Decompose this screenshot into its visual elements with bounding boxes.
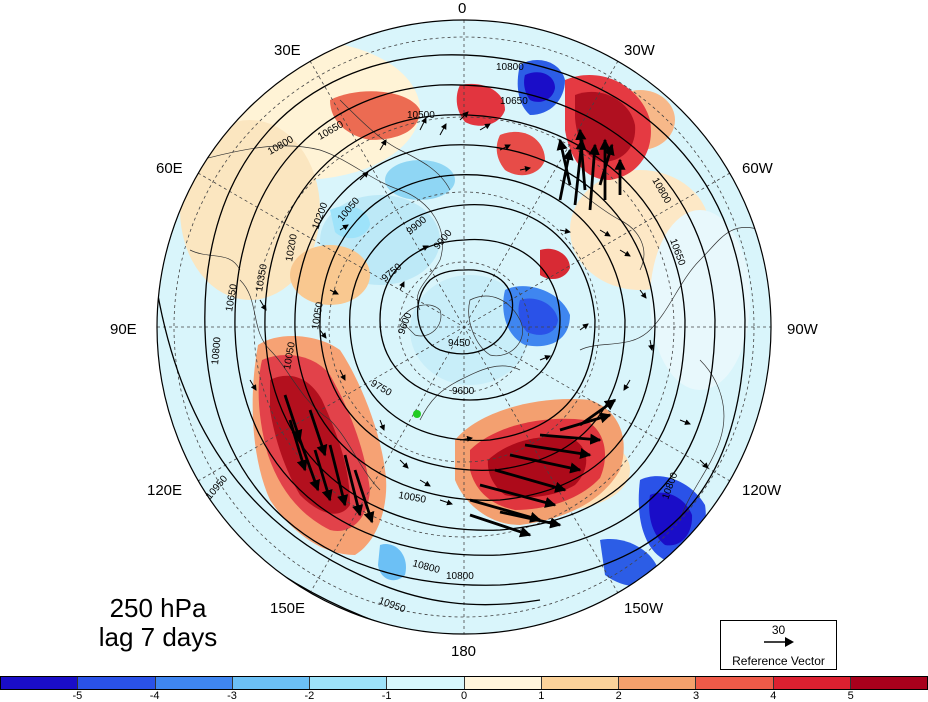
lon-label-180: 180 bbox=[451, 643, 477, 660]
colorbar-swatch bbox=[232, 677, 310, 689]
contour-label: 10650 bbox=[500, 96, 528, 107]
colorbar-tick-label: 1 bbox=[538, 690, 545, 702]
plot-title: 250 hPa lag 7 days bbox=[78, 594, 238, 652]
title-level: 250 hPa bbox=[109, 593, 207, 623]
contour-label: 10800 bbox=[496, 62, 524, 73]
colorbar bbox=[0, 676, 928, 690]
contour-label: 9450 bbox=[448, 338, 471, 349]
map-disk bbox=[157, 20, 771, 634]
colorbar-swatch bbox=[387, 677, 465, 689]
colorbar-tick-label: -3 bbox=[227, 690, 237, 702]
lon-label-90e: 90E bbox=[110, 321, 137, 338]
reference-vector-value: 30 bbox=[771, 623, 786, 637]
colorbar-swatch bbox=[773, 677, 851, 689]
reference-arrow-icon bbox=[764, 637, 794, 647]
reference-vector-label: Reference Vector bbox=[732, 654, 825, 668]
contour-label: 10200 bbox=[284, 233, 300, 263]
colorbar-tick-label: 4 bbox=[770, 690, 777, 702]
colorbar-tick-label: 2 bbox=[615, 690, 622, 702]
lon-label-120e: 120E bbox=[147, 482, 183, 499]
lon-label-150w: 150W bbox=[624, 600, 664, 617]
reference-vector-box: 30 Reference Vector bbox=[720, 620, 837, 670]
contour-label: 10650 bbox=[224, 283, 240, 313]
graticule bbox=[157, 20, 771, 634]
colorbar-tick-label: -5 bbox=[72, 690, 83, 702]
title-lag: lag 7 days bbox=[98, 622, 218, 652]
lon-label-120w: 120W bbox=[742, 482, 782, 499]
flux-vectors bbox=[249, 111, 709, 538]
colorbar-labels: -5 -4 -3 -2 -1 0 1 2 3 4 5 bbox=[0, 690, 928, 702]
lon-label-30w: 30W bbox=[624, 42, 655, 59]
colorbar-tick-label: -1 bbox=[381, 690, 392, 702]
contour-label: 10050 bbox=[282, 341, 298, 371]
colorbar-swatch bbox=[619, 677, 697, 689]
colorbar-swatch bbox=[541, 677, 619, 689]
colorbar-swatch bbox=[696, 677, 774, 689]
colorbar-swatch bbox=[464, 677, 542, 689]
lon-label-60w: 60W bbox=[742, 160, 773, 177]
lon-label-60e: 60E bbox=[156, 160, 183, 177]
colorbar-swatch bbox=[78, 677, 156, 689]
contour-label: 10500 bbox=[407, 110, 435, 121]
colorbar-swatch bbox=[310, 677, 388, 689]
colorbar-tick-label: -2 bbox=[304, 690, 315, 702]
lon-label-30e: 30E bbox=[274, 42, 301, 59]
colorbar-tick-label: 5 bbox=[847, 690, 854, 702]
colorbar-swatch bbox=[850, 677, 927, 689]
contour-label: 10050 bbox=[397, 490, 427, 506]
location-marker bbox=[413, 410, 421, 418]
map-border bbox=[156, 19, 772, 635]
contour-label: 9600 bbox=[452, 386, 475, 397]
contour-label: 10800 bbox=[210, 336, 223, 365]
colorbar-swatch bbox=[155, 677, 233, 689]
lon-label-150e: 150E bbox=[270, 600, 306, 617]
contour-label: 10050 bbox=[310, 301, 326, 331]
colorbar-tick-label: -4 bbox=[149, 690, 160, 702]
contour-label: 10350 bbox=[254, 263, 270, 293]
colorbar-swatch bbox=[1, 677, 79, 689]
lon-label-90w: 90W bbox=[787, 321, 818, 338]
colorbar-tick-label: 0 bbox=[460, 690, 468, 702]
lon-label-0: 0 bbox=[458, 0, 467, 17]
contour-label: 10800 bbox=[446, 571, 474, 582]
colorbar-tick-label: 3 bbox=[692, 690, 700, 702]
